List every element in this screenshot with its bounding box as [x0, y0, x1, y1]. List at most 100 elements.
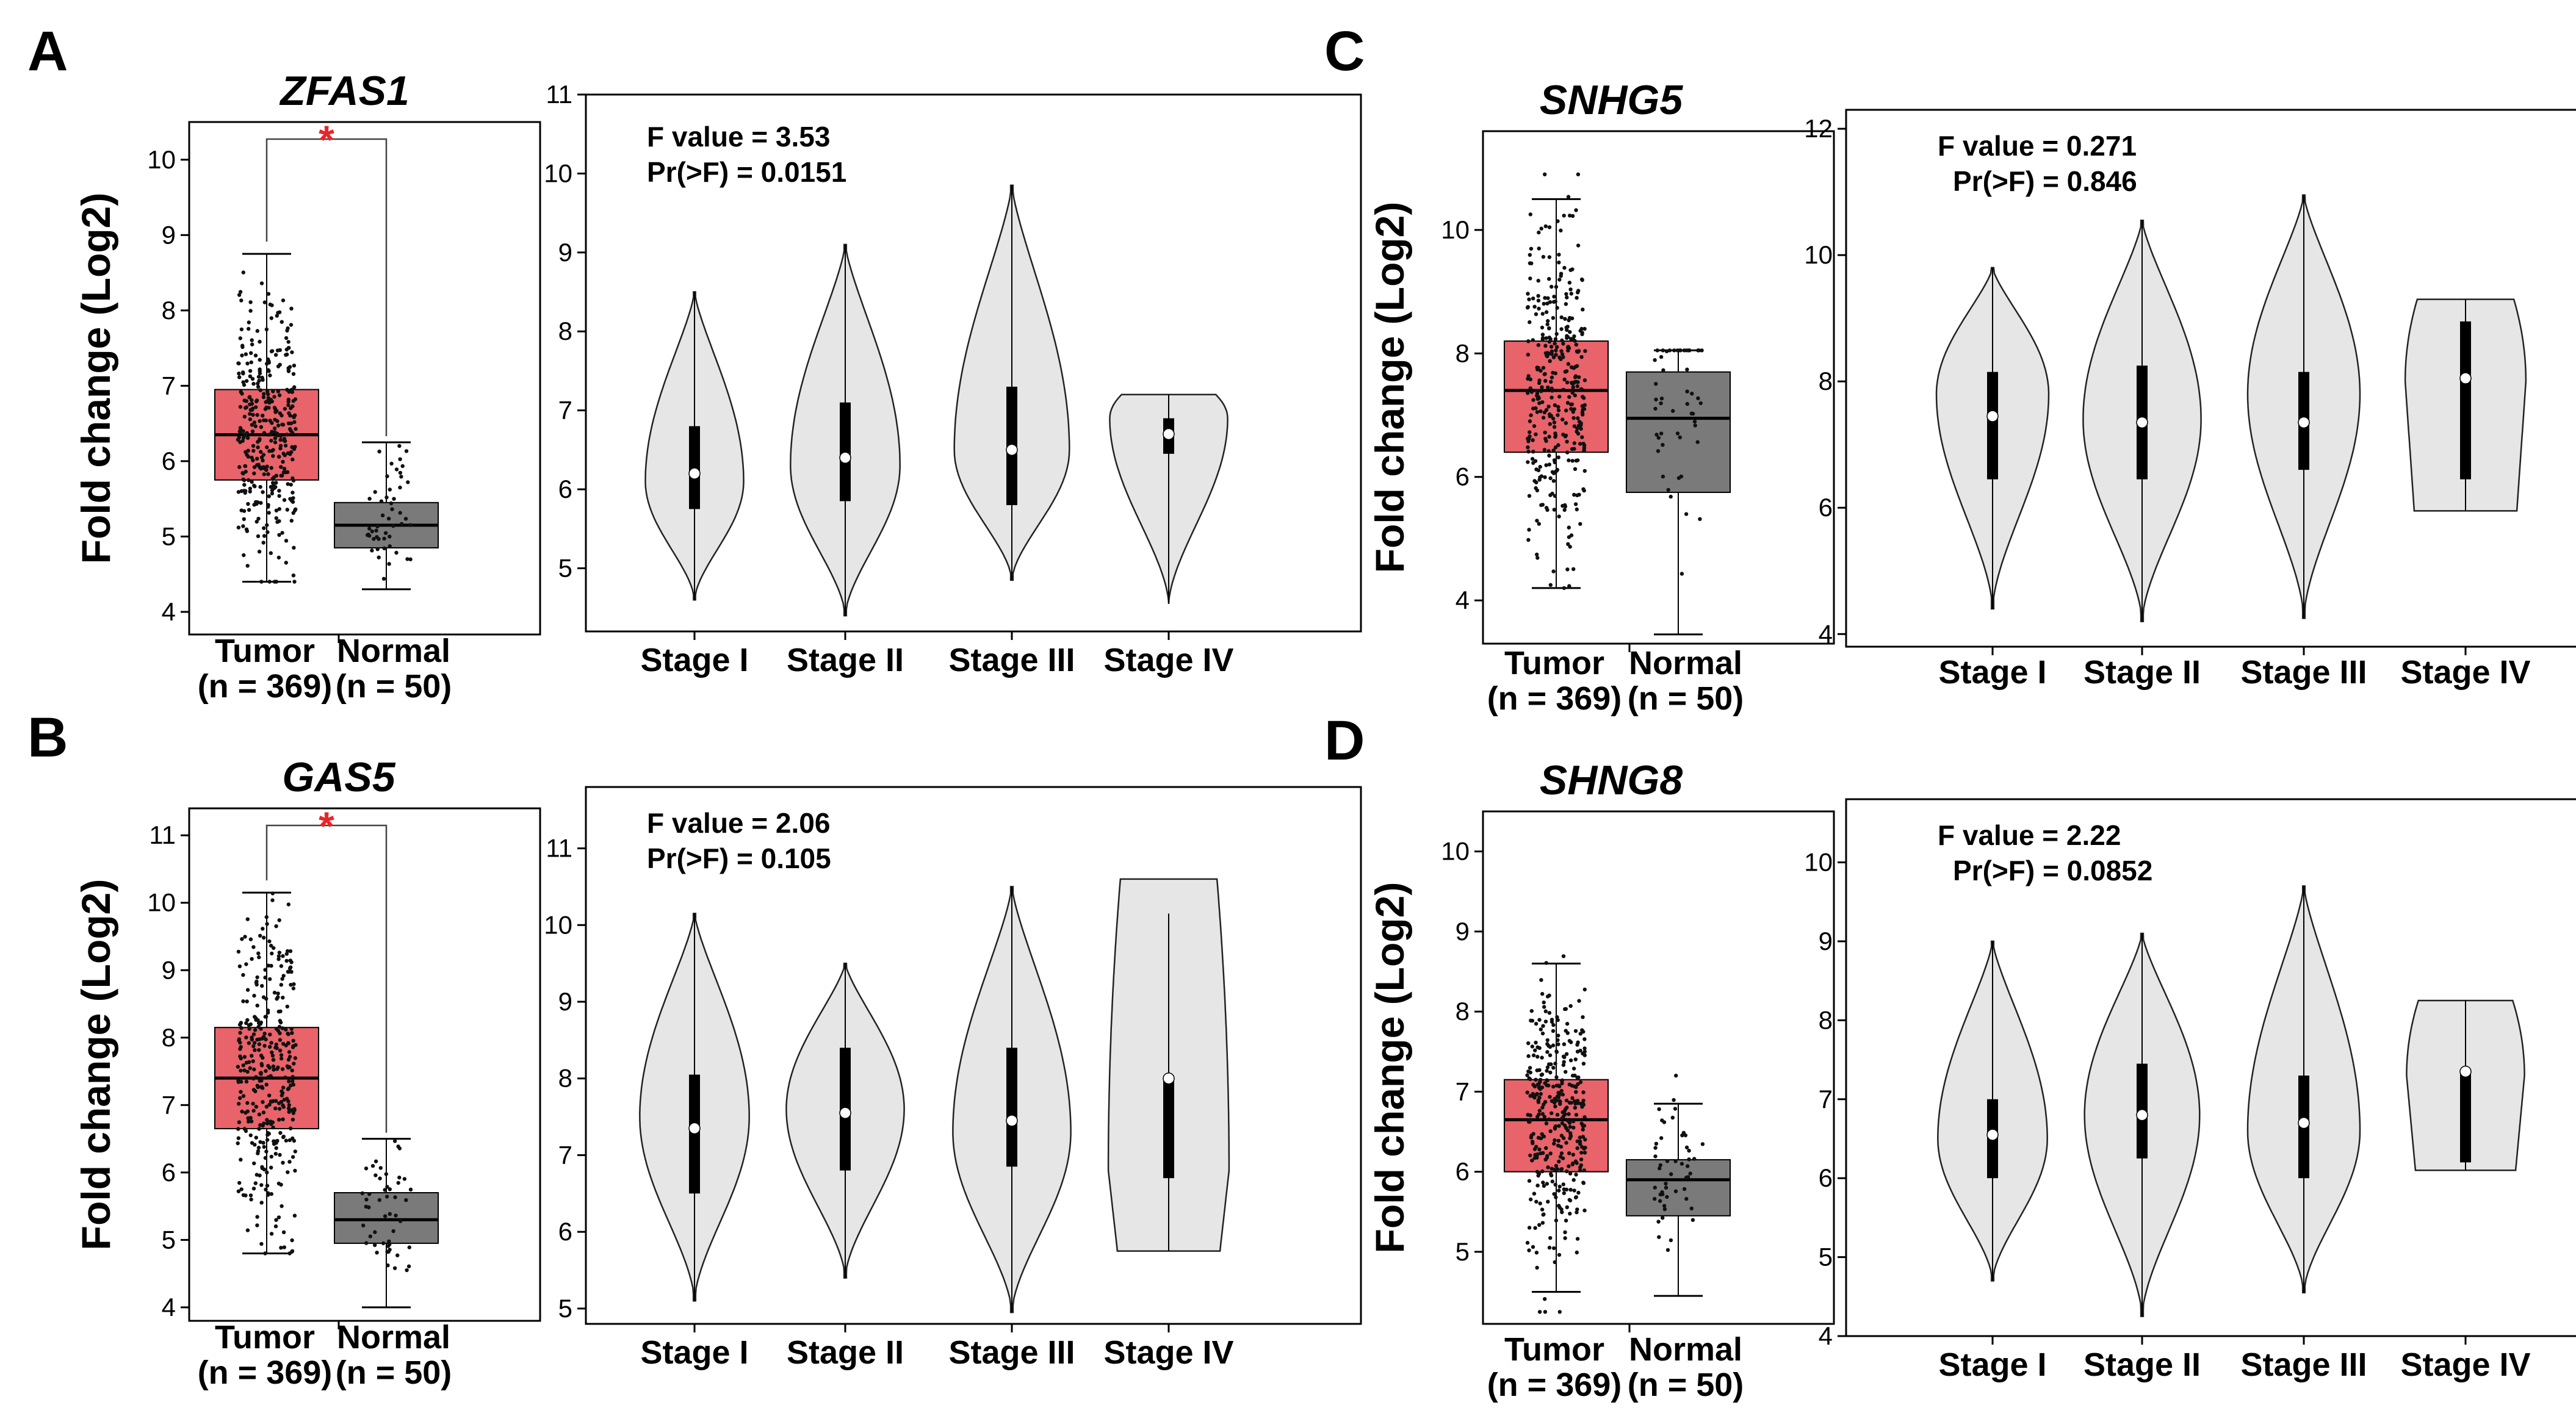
data-point: [240, 343, 245, 348]
data-point: [1562, 1042, 1567, 1046]
data-point: [270, 1120, 275, 1124]
data-point: [1690, 1218, 1695, 1222]
data-point: [251, 458, 255, 462]
y-tick-label: 10: [147, 888, 176, 917]
data-point: [251, 1187, 256, 1191]
data-point: [1545, 1050, 1550, 1054]
violin-median: [2459, 372, 2472, 384]
data-point: [398, 485, 402, 490]
data-point: [237, 1037, 242, 1041]
data-point: [247, 395, 251, 400]
data-point: [1543, 1009, 1548, 1013]
data-point: [1689, 1206, 1694, 1211]
data-point: [248, 374, 253, 378]
data-point: [1542, 301, 1546, 306]
data-point: [1548, 1070, 1553, 1075]
data-point: [245, 379, 249, 383]
data-point: [1550, 470, 1555, 474]
data-point: [261, 1055, 265, 1060]
data-point: [284, 958, 289, 963]
data-point: [1562, 265, 1567, 270]
data-point: [1582, 1037, 1587, 1041]
data-point: [243, 489, 248, 493]
data-point: [1567, 1151, 1571, 1155]
data-point: [265, 357, 270, 362]
y-tick-label: 5: [1456, 1237, 1470, 1266]
data-point: [1552, 1191, 1556, 1196]
data-point: [263, 1251, 267, 1256]
data-point: [273, 1224, 278, 1229]
data-point: [1579, 1163, 1583, 1168]
data-point: [287, 390, 291, 394]
data-point: [1571, 1126, 1576, 1130]
data-point: [287, 969, 292, 974]
data-point: [1553, 1182, 1557, 1187]
data-point: [1548, 1094, 1552, 1099]
data-point: [251, 1076, 256, 1081]
y-tick-label: 11: [149, 821, 176, 849]
data-point: [1531, 296, 1535, 301]
data-point: [1664, 349, 1669, 353]
data-point: [254, 405, 258, 409]
data-point: [257, 1112, 262, 1116]
data-points: [1525, 172, 1587, 591]
data-point: [271, 1064, 276, 1069]
data-point: [1557, 278, 1562, 282]
data-point: [238, 426, 243, 430]
data-point: [1564, 1052, 1569, 1056]
y-tick-label: 8: [162, 296, 176, 325]
data-point: [1552, 425, 1557, 429]
data-point: [1528, 1077, 1532, 1082]
data-point: [1532, 1147, 1537, 1151]
data-point: [1579, 1151, 1584, 1155]
y-tick-label: 7: [162, 371, 176, 400]
violin-median: [1006, 444, 1018, 456]
data-point: [1554, 1218, 1559, 1223]
data-point: [1555, 468, 1559, 472]
data-point: [1537, 1083, 1541, 1087]
data-point: [280, 473, 284, 478]
data-point: [236, 490, 241, 494]
data-point: [1661, 1216, 1665, 1220]
data-point: [272, 486, 276, 491]
data-point: [1554, 1195, 1558, 1199]
data-point: [1579, 426, 1583, 431]
data-point: [293, 1149, 297, 1154]
data-point: [1575, 1161, 1579, 1165]
data-point: [290, 1118, 295, 1122]
data-point: [1559, 1168, 1564, 1172]
data-point: [1545, 1083, 1549, 1087]
data-point: [1529, 390, 1534, 394]
y-tick-label: 7: [1819, 1085, 1833, 1113]
data-point: [1537, 1112, 1541, 1116]
data-point: [1583, 1146, 1587, 1150]
violin-median: [839, 1107, 851, 1120]
data-point: [1695, 440, 1700, 444]
data-point: [1540, 1132, 1544, 1137]
data-point: [265, 922, 269, 926]
data-point: [1582, 378, 1587, 383]
data-point: [1559, 228, 1563, 232]
data-point: [375, 535, 379, 539]
category-label: Tumor: [1504, 645, 1604, 681]
data-point: [1528, 276, 1532, 281]
data-point: [1528, 1066, 1532, 1070]
data-point: [1556, 1018, 1560, 1022]
data-point: [1571, 1066, 1576, 1071]
data-point: [240, 353, 244, 358]
data-point: [262, 935, 266, 940]
data-point: [1565, 345, 1570, 350]
data-point: [1661, 443, 1665, 447]
y-tick-label: 10: [1441, 837, 1470, 866]
data-point: [280, 1089, 284, 1094]
data-point: [294, 507, 298, 511]
data-point: [1582, 1049, 1587, 1054]
data-point: [1560, 1092, 1565, 1097]
data-point: [1559, 1151, 1564, 1155]
data-point: [256, 381, 260, 386]
y-axis-label: Fold change (Log2): [73, 193, 118, 564]
data-point: [248, 486, 253, 491]
y-tick-label: 6: [162, 1158, 176, 1187]
data-point: [380, 513, 385, 517]
data-point: [274, 1218, 278, 1222]
